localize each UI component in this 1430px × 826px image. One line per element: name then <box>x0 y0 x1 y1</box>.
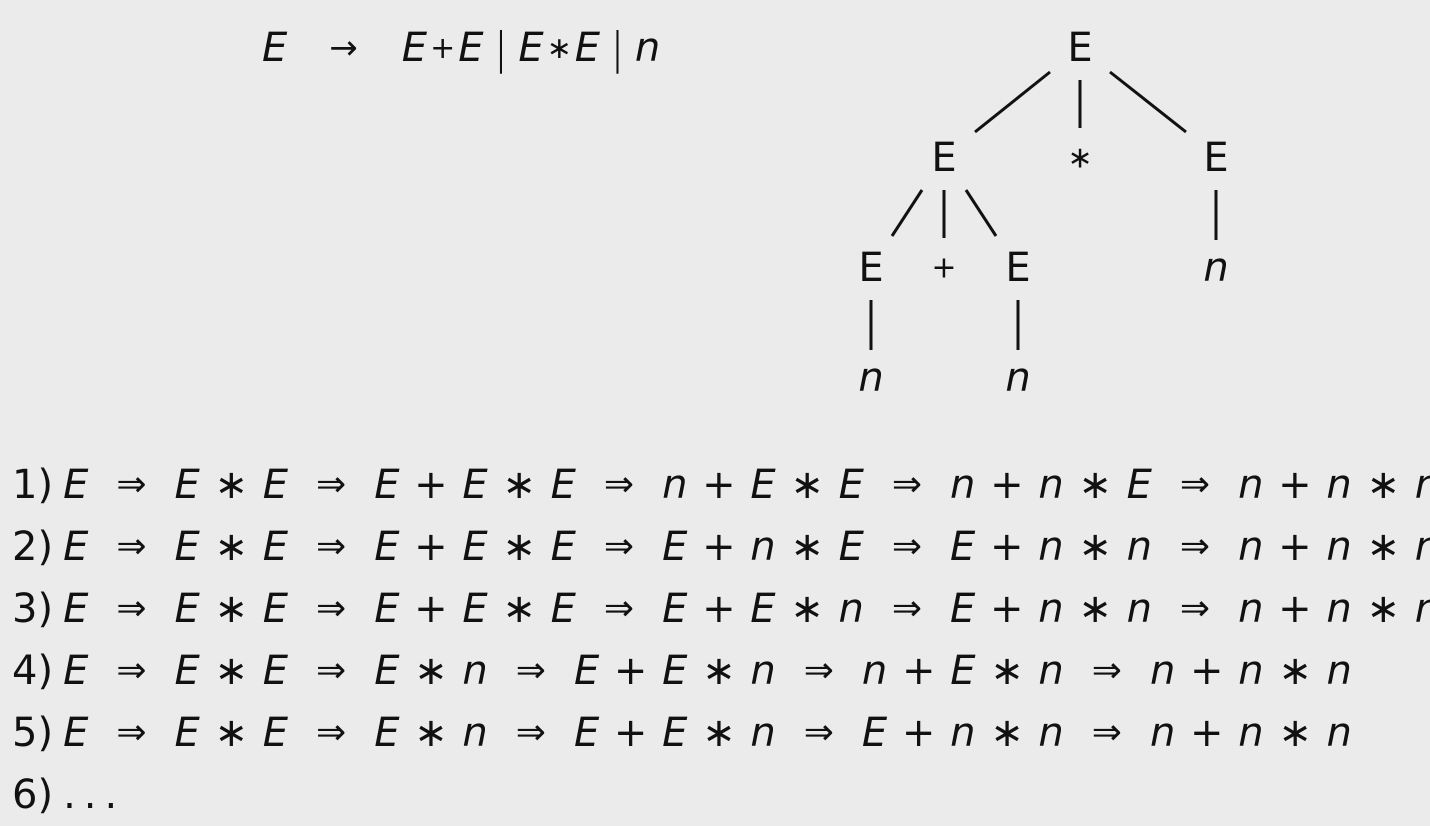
derivation-arrow: ⇒ <box>1179 588 1211 629</box>
tree-node-lln: n <box>858 355 883 401</box>
derivation-step: E ∗ E <box>174 648 289 694</box>
derivation-arrow: ⇒ <box>603 526 635 567</box>
derivation-arrow: ⇒ <box>316 588 347 629</box>
derivation-step: E ∗ n <box>374 710 488 756</box>
derivation-arrow: ⇒ <box>116 650 147 691</box>
derivation-step: E ∗ E <box>174 710 289 756</box>
derivation-step: E <box>63 524 89 570</box>
tree-edge-root-left <box>974 70 1051 134</box>
derivation-arrow: ⇒ <box>891 526 923 567</box>
tree-node-plus: + <box>931 251 956 286</box>
derivation-step: n + n ∗ n <box>1238 586 1430 632</box>
derivation-step: E + E ∗ n <box>662 586 864 632</box>
derivation-step: E + E ∗ n <box>573 710 776 756</box>
derivation-number: 3) <box>12 586 54 632</box>
derivation-arrow: ⇒ <box>603 588 635 629</box>
derivation-step: E <box>63 710 89 756</box>
tree-node-lrn: n <box>1005 355 1030 401</box>
derivation-arrow: ⇒ <box>515 712 546 753</box>
derivation-arrow: ⇒ <box>1091 712 1122 753</box>
grammar-arrow: → <box>329 28 358 68</box>
ellipsis: ... <box>63 772 126 818</box>
grammar-rule: E → E + E | E ∗ E | n <box>262 18 660 78</box>
derivation-step: E + n ∗ n <box>950 524 1152 570</box>
derivation-step: E <box>63 462 89 508</box>
derivation-row-5: 5) E ⇒ E ∗ E ⇒ E ∗ n ⇒ E + E ∗ n ⇒ E + n ∗ n ⇒ n + … <box>12 702 1430 764</box>
derivation-arrow: ⇒ <box>891 588 923 629</box>
derivation-number: 4) <box>12 648 54 694</box>
alt1-left: E <box>401 25 428 71</box>
derivation-arrow: ⇒ <box>1091 650 1122 691</box>
derivation-step: E ∗ E <box>174 462 289 508</box>
derivation-step: n + E ∗ n <box>861 648 1064 694</box>
derivation-step: n + n ∗ E <box>950 462 1152 508</box>
derivation-step: E + E ∗ E <box>374 462 576 508</box>
alt1-right: E <box>458 25 484 71</box>
derivation-step: E + E ∗ E <box>374 586 576 632</box>
derivation-arrow: ⇒ <box>515 650 546 691</box>
derivation-step: n + n ∗ n <box>1238 462 1430 508</box>
derivation-row-2: 2) E ⇒ E ∗ E ⇒ E + E ∗ E ⇒ E + n ∗ E ⇒ E + n ∗ n ⇒… <box>12 516 1430 578</box>
derivation-number: 5) <box>12 710 54 756</box>
derivation-step: E ∗ E <box>174 586 289 632</box>
derivation-arrow: ⇒ <box>1179 526 1211 567</box>
derivation-list: 1) E ⇒ E ∗ E ⇒ E + E ∗ E ⇒ n + E ∗ E ⇒ n + n ∗ E ⇒… <box>12 454 1430 826</box>
derivation-arrow: ⇒ <box>116 526 147 567</box>
derivation-arrow: ⇒ <box>1179 464 1211 505</box>
tree-edge-left-ll <box>890 189 924 237</box>
alt2-op: ∗ <box>546 30 572 66</box>
derivation-row-1: 1) E ⇒ E ∗ E ⇒ E + E ∗ E ⇒ n + E ∗ E ⇒ n + n ∗ E ⇒… <box>12 454 1430 516</box>
grammar-separator: | <box>610 22 625 74</box>
alt1-op: + <box>430 30 456 66</box>
tree-node-rn: n <box>1203 245 1228 291</box>
tree-edge-left-lr <box>964 189 998 237</box>
derivation-arrow: ⇒ <box>316 464 347 505</box>
derivation-arrow: ⇒ <box>603 464 635 505</box>
derivation-step: E ∗ n <box>374 648 488 694</box>
tree-node-left: E <box>931 135 956 181</box>
derivation-step: n + n ∗ n <box>1149 710 1352 756</box>
derivation-arrow: ⇒ <box>316 712 347 753</box>
derivation-step: n + n ∗ n <box>1149 648 1352 694</box>
alt2-left: E <box>518 25 544 71</box>
tree-node-ll: E <box>858 245 883 291</box>
alt2-right: E <box>574 25 601 71</box>
tree-node-right: E <box>1203 135 1228 181</box>
grammar-separator: | <box>493 22 509 74</box>
derivation-step: E + E ∗ n <box>573 648 776 694</box>
tree-edge-root-right <box>1109 70 1187 134</box>
derivation-arrow: ⇒ <box>116 588 147 629</box>
tree-node-root: E <box>1067 25 1092 71</box>
derivation-arrow: ⇒ <box>316 650 347 691</box>
tree-node-lr: E <box>1005 245 1030 291</box>
derivation-arrow: ⇒ <box>116 464 147 505</box>
derivation-continuation: 6)... <box>12 764 1430 826</box>
derivation-arrow: ⇒ <box>803 650 834 691</box>
derivation-row-3: 3) E ⇒ E ∗ E ⇒ E + E ∗ E ⇒ E + E ∗ n ⇒ E + n ∗ n ⇒… <box>12 578 1430 640</box>
derivation-row-4: 4) E ⇒ E ∗ E ⇒ E ∗ n ⇒ E + E ∗ n ⇒ n + E ∗ n ⇒ n + … <box>12 640 1430 702</box>
derivation-step: E + E ∗ E <box>374 524 576 570</box>
derivation-number: 1) <box>12 462 54 508</box>
derivation-step: E + n ∗ n <box>950 586 1152 632</box>
derivation-step: E <box>63 648 89 694</box>
tree-node-star: ∗ <box>1067 141 1092 176</box>
derivation-step: E <box>63 586 89 632</box>
derivation-arrow: ⇒ <box>803 712 834 753</box>
derivation-number: 6) <box>12 772 54 818</box>
derivation-step: E + n ∗ E <box>662 524 864 570</box>
derivation-step: E ∗ E <box>174 524 289 570</box>
derivation-number: 2) <box>12 524 54 570</box>
alt3-single: n <box>634 25 661 71</box>
derivation-step: n + n ∗ n <box>1238 524 1430 570</box>
grammar-lhs: E <box>262 25 288 71</box>
derivation-arrow: ⇒ <box>316 526 347 567</box>
derivation-arrow: ⇒ <box>116 712 147 753</box>
derivation-step: E + n ∗ n <box>861 710 1064 756</box>
derivation-step: n + E ∗ E <box>662 462 864 508</box>
derivation-arrow: ⇒ <box>891 464 923 505</box>
